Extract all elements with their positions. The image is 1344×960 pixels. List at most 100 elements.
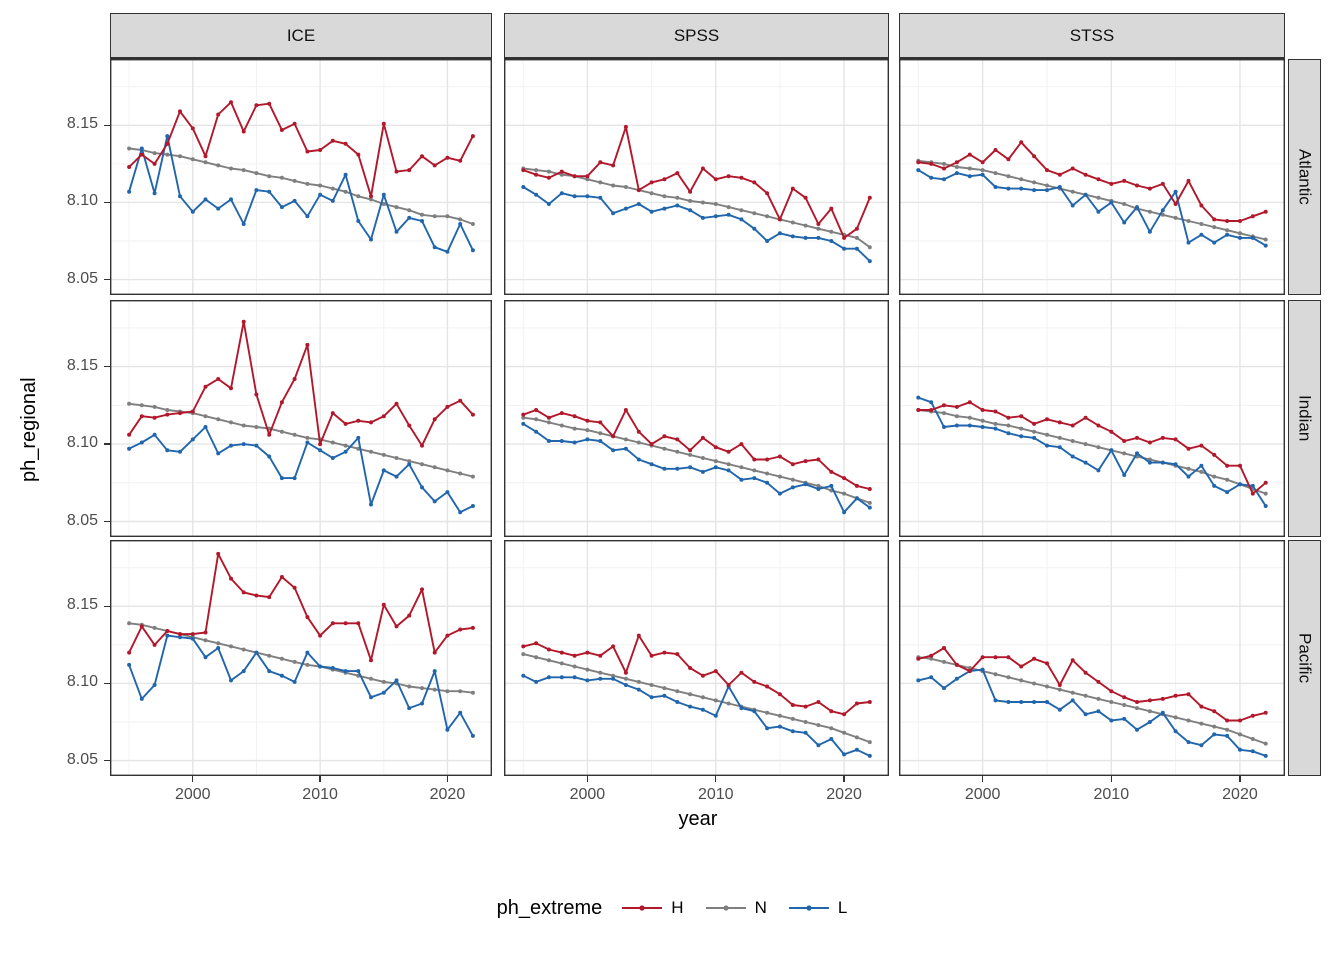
series-point-N [765,710,770,715]
series-point-L [1057,185,1062,189]
series-point-L [432,499,437,504]
series-point-H [1006,157,1011,162]
series-point-L [356,435,361,440]
series-point-H [318,442,323,447]
series-line-H [128,552,474,662]
series-point-N [1019,177,1024,182]
series-point-L [675,203,680,208]
series-point-L [1109,200,1114,205]
series-point-L [649,209,654,214]
series-point-L [688,208,693,213]
series-point-H [407,613,412,618]
series-point-H [662,434,667,439]
series-point-L [203,425,208,429]
series-point-H [1006,415,1011,420]
series-point-L [139,696,144,701]
series-line-N [522,653,871,744]
series-point-H [1045,661,1049,666]
series-point-H [993,409,998,414]
series-point-N [152,151,157,156]
series-point-L [152,683,157,687]
series-point-H [942,403,946,408]
series-point-N [356,194,361,199]
x-tick-label: 2020 [1222,786,1258,803]
x-tick-label: 2000 [964,786,1001,803]
series-point-L [1147,229,1152,234]
series-point-H [867,700,872,704]
series-point-H [318,148,323,152]
series-point-N [1045,183,1049,188]
series-point-H [381,602,386,607]
series-point-L [675,700,680,704]
series-point-N [279,656,284,661]
legend-key-N [705,905,746,911]
series-point-N [829,726,834,731]
series-point-H [726,449,731,454]
series-point-L [765,480,770,485]
series-point-L [1263,504,1268,508]
legend-key-L [788,905,829,911]
series-point-N [1212,225,1217,230]
series-point-N [942,411,946,416]
series-point-N [521,415,526,420]
series-point-L [1199,463,1204,468]
series-point-L [394,474,399,479]
tick-mark [104,365,110,368]
series-point-N [407,684,412,689]
series-point-N [942,161,946,166]
series-point-H [1263,209,1268,214]
series-point-L [190,636,195,641]
series-point-N [1096,445,1101,450]
series-line-N [128,147,474,225]
series-line-L [128,634,474,737]
series-point-L [279,476,284,481]
series-point-H [854,226,859,231]
x-tick-label: 2010 [302,786,338,803]
series-point-H [152,415,157,420]
series-point-H [229,576,233,581]
series-point-N [954,414,959,419]
panel-Pacific-STSS [899,540,1285,776]
series-point-L [559,191,564,196]
series-point-N [381,452,386,457]
series-point-L [559,439,564,443]
series-point-L [521,673,526,678]
series-point-N [369,449,373,454]
series-point-H [1160,435,1165,440]
tick-mark [446,776,449,782]
y-tick-label: 8.15 [66,115,98,133]
series-point-H [954,662,959,667]
series-point-L [1006,431,1011,436]
series-point-H [330,138,335,143]
series-point-L [190,437,195,442]
series-point-L [700,469,705,474]
series-point-N [649,683,654,687]
series-point-H [688,448,693,453]
tick-mark [1239,776,1241,782]
series-point-L [305,650,310,655]
series-point-N [127,401,132,406]
tick-mark [981,776,984,782]
x-tick-label: 2000 [174,786,211,803]
series-point-L [254,188,259,193]
series-point-N [254,171,259,176]
series-point-N [1238,732,1242,737]
series-point-H [713,177,718,182]
series-point-N [216,641,221,646]
series-point-H [572,174,577,179]
series-point-H [585,650,590,655]
series-point-H [1225,718,1230,723]
series-point-H [929,408,934,412]
series-point-L [216,451,221,456]
series-point-L [739,477,744,482]
series-point-H [165,629,170,633]
series-point-L [1045,700,1049,704]
series-point-L [954,676,959,681]
series-point-H [178,109,182,114]
legend-entry-H: H [620,898,684,918]
series-point-N [816,723,821,728]
series-point-N [598,670,603,675]
series-point-H [241,590,246,595]
series-point-H [1186,446,1191,451]
series-point-L [929,675,934,680]
